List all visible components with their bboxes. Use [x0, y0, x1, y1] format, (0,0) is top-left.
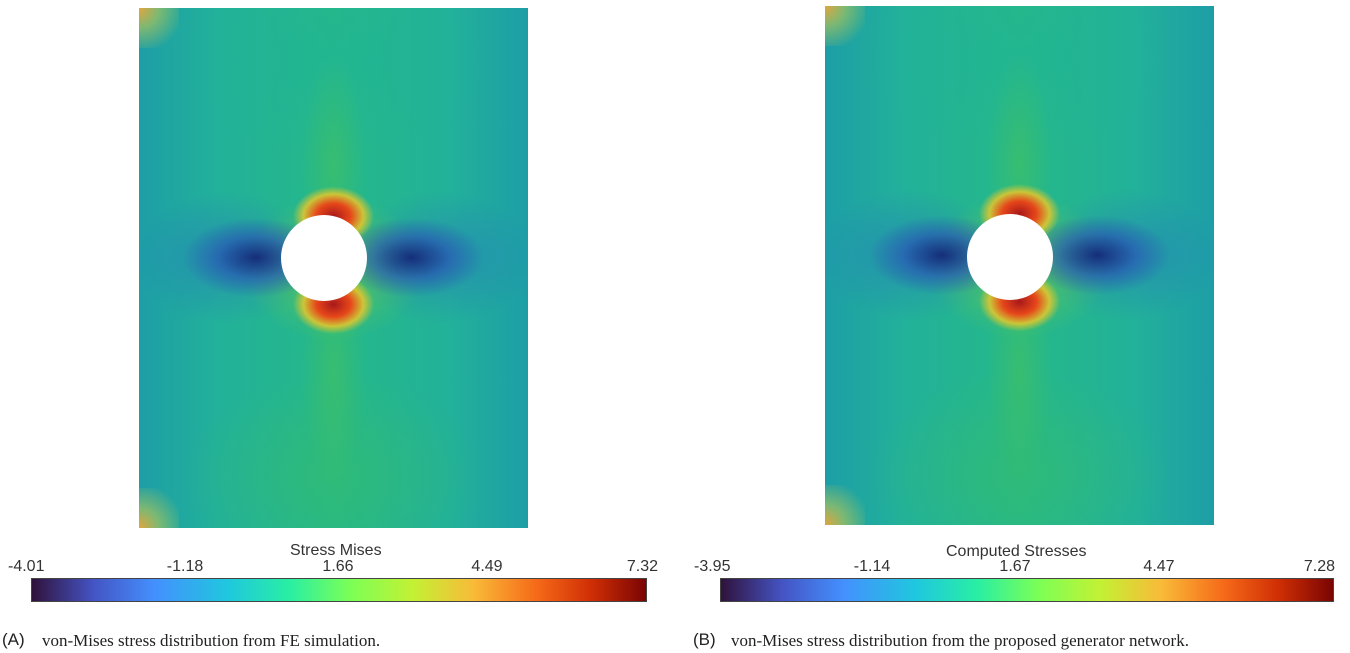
stress-plate-image — [825, 6, 1214, 525]
caption-text: von-Mises stress distribution from the p… — [731, 631, 1189, 650]
corner-stress-bottom-left — [139, 488, 179, 528]
circular-hole — [281, 215, 367, 301]
panel-generator-network: Computed Stresses -3.95 -1.14 1.67 4.47 … — [675, 0, 1350, 653]
caption-label: (A) — [2, 630, 25, 649]
colorbar — [720, 578, 1334, 602]
colorbar-tick-label: 1.67 — [999, 558, 1031, 575]
colorbar-tick-label: -3.95 — [694, 558, 731, 575]
colorbar-tick-label: -4.01 — [8, 558, 45, 575]
caption-text: von-Mises stress distribution from FE si… — [42, 631, 381, 650]
panel-fe-simulation: Stress Mises -4.01 -1.18 1.66 4.49 7.32 … — [2, 8, 658, 650]
corner-stress-top-left — [825, 6, 865, 46]
colorbar-tick-label: 4.47 — [1143, 558, 1175, 575]
colorbar-tick-label: 4.49 — [471, 558, 503, 575]
colorbar-title: Stress Mises — [290, 542, 382, 559]
caption-label: (B) — [693, 630, 716, 649]
colorbar-tick-label: 1.66 — [322, 558, 354, 575]
colorbar — [31, 578, 647, 602]
colorbar-tick-label: 7.32 — [626, 558, 658, 575]
stress-plate-image — [139, 8, 528, 528]
colorbar-tick-label: -1.14 — [853, 558, 891, 575]
circular-hole — [967, 214, 1053, 300]
colorbar-title: Computed Stresses — [946, 543, 1087, 560]
colorbar-tick-label: 7.28 — [1303, 558, 1335, 575]
corner-stress-bottom-left — [825, 485, 865, 525]
corner-stress-top-left — [139, 8, 179, 48]
colorbar-tick-label: -1.18 — [166, 558, 204, 575]
